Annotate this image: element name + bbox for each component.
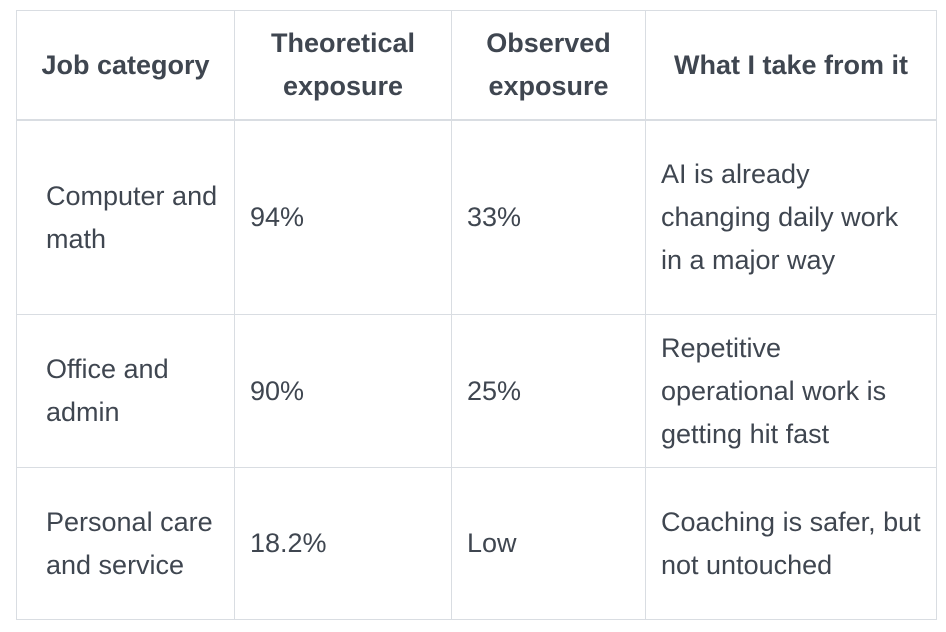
header-observed-exposure: Observed exposure <box>451 10 646 121</box>
cell-takeaway: Repetitive operational work is getting h… <box>645 314 937 468</box>
header-job-category: Job category <box>16 10 235 121</box>
exposure-table-container: Job category Theoretical exposure Observ… <box>16 10 937 620</box>
cell-observed-exposure: 25% <box>451 314 646 468</box>
cell-theoretical-exposure: 90% <box>234 314 452 468</box>
table-row: Computer and math 94% 33% AI is already … <box>16 119 937 315</box>
cell-observed-exposure: Low <box>451 467 646 620</box>
header-theoretical-exposure: Theoretical exposure <box>234 10 452 121</box>
cell-theoretical-exposure: 94% <box>234 119 452 315</box>
cell-job-category: Personal care and service <box>16 467 235 620</box>
cell-observed-exposure: 33% <box>451 119 646 315</box>
exposure-table: Job category Theoretical exposure Observ… <box>16 10 937 620</box>
table-row: Office and admin 90% 25% Repetitive oper… <box>16 314 937 468</box>
table-body: Computer and math 94% 33% AI is already … <box>16 119 937 620</box>
cell-job-category: Office and admin <box>16 314 235 468</box>
cell-takeaway: Coaching is safer, but not untouched <box>645 467 937 620</box>
cell-theoretical-exposure: 18.2% <box>234 467 452 620</box>
header-takeaway: What I take from it <box>645 10 937 121</box>
table-header: Job category Theoretical exposure Observ… <box>16 10 937 121</box>
table-row: Personal care and service 18.2% Low Coac… <box>16 467 937 620</box>
cell-job-category: Computer and math <box>16 119 235 315</box>
cell-takeaway: AI is already changing daily work in a m… <box>645 119 937 315</box>
header-row: Job category Theoretical exposure Observ… <box>16 10 937 121</box>
